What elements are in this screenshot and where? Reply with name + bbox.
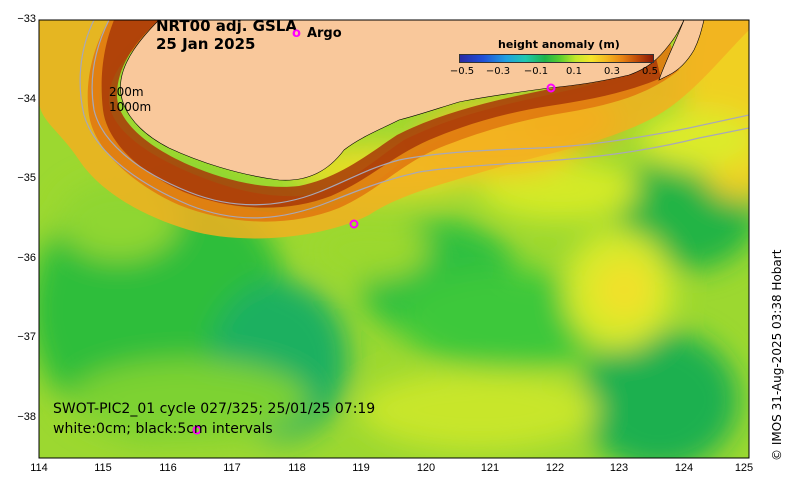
x-tick-label: 123 <box>609 462 629 474</box>
argo-float <box>192 425 202 435</box>
x-tick-label: 117 <box>223 462 241 474</box>
x-tick-label: 121 <box>480 462 500 474</box>
y-tick-label: −36 <box>17 252 36 264</box>
x-tick-label: 116 <box>159 462 177 474</box>
colorbar-tick: 0.3 <box>604 66 620 77</box>
map-frame <box>39 20 749 458</box>
argo-marker-icon: o <box>292 26 301 41</box>
colorbar-title: height anomaly (m) <box>498 38 620 51</box>
land-mass-east <box>658 20 705 81</box>
sea-level-map <box>39 20 749 458</box>
argo-legend-label: Argo <box>306 26 342 41</box>
x-tick-label: 120 <box>416 462 436 474</box>
contour-200m <box>91 20 749 206</box>
y-tick-label: −38 <box>17 411 36 423</box>
x-tick-label: 114 <box>30 462 48 474</box>
colorbar-tick: −0.3 <box>485 66 511 77</box>
contour-1000m <box>79 20 749 219</box>
x-tick-label: 122 <box>545 462 565 474</box>
x-tick-label: 125 <box>734 462 754 474</box>
colorbar-tick: −0.1 <box>523 66 549 77</box>
depth-label-1000m: 1000m <box>109 100 152 114</box>
depth-label-200m: 200m <box>109 85 144 99</box>
argo-legend: o Argo <box>292 26 342 41</box>
contour-interval-text: white:0cm; black:5cm intervals <box>53 421 273 437</box>
x-tick-label: 119 <box>352 462 370 474</box>
title-product: NRT00 adj. GSLA <box>156 17 297 35</box>
swot-cycle-text: SWOT-PIC2_01 cycle 027/325; 25/01/25 07:… <box>53 401 376 417</box>
colorbar-tick: 0.1 <box>566 66 582 77</box>
argo-float <box>349 219 359 229</box>
colorbar <box>459 54 654 63</box>
x-tick-label: 115 <box>94 462 112 474</box>
colorbar-tick: 0.5 <box>642 66 658 77</box>
title-date: 25 Jan 2025 <box>156 35 256 53</box>
credit-text: © IMOS 31-Aug-2025 03:38 Hobart <box>770 249 784 461</box>
y-tick-label: −34 <box>17 93 36 105</box>
depth-contour-labels: 200m 1000m <box>109 85 151 115</box>
colorbar-tick: −0.5 <box>449 66 475 77</box>
map-title: NRT00 adj. GSLA 25 Jan 2025 <box>156 17 297 53</box>
y-tick-label: −33 <box>17 13 36 25</box>
x-tick-label: 118 <box>288 462 306 474</box>
argo-float <box>546 83 556 93</box>
anomaly-field <box>39 20 749 458</box>
swot-info: SWOT-PIC2_01 cycle 027/325; 25/01/25 07:… <box>53 399 375 439</box>
y-tick-label: −37 <box>17 331 36 343</box>
y-tick-label: −35 <box>17 172 36 184</box>
x-tick-label: 124 <box>674 462 694 474</box>
